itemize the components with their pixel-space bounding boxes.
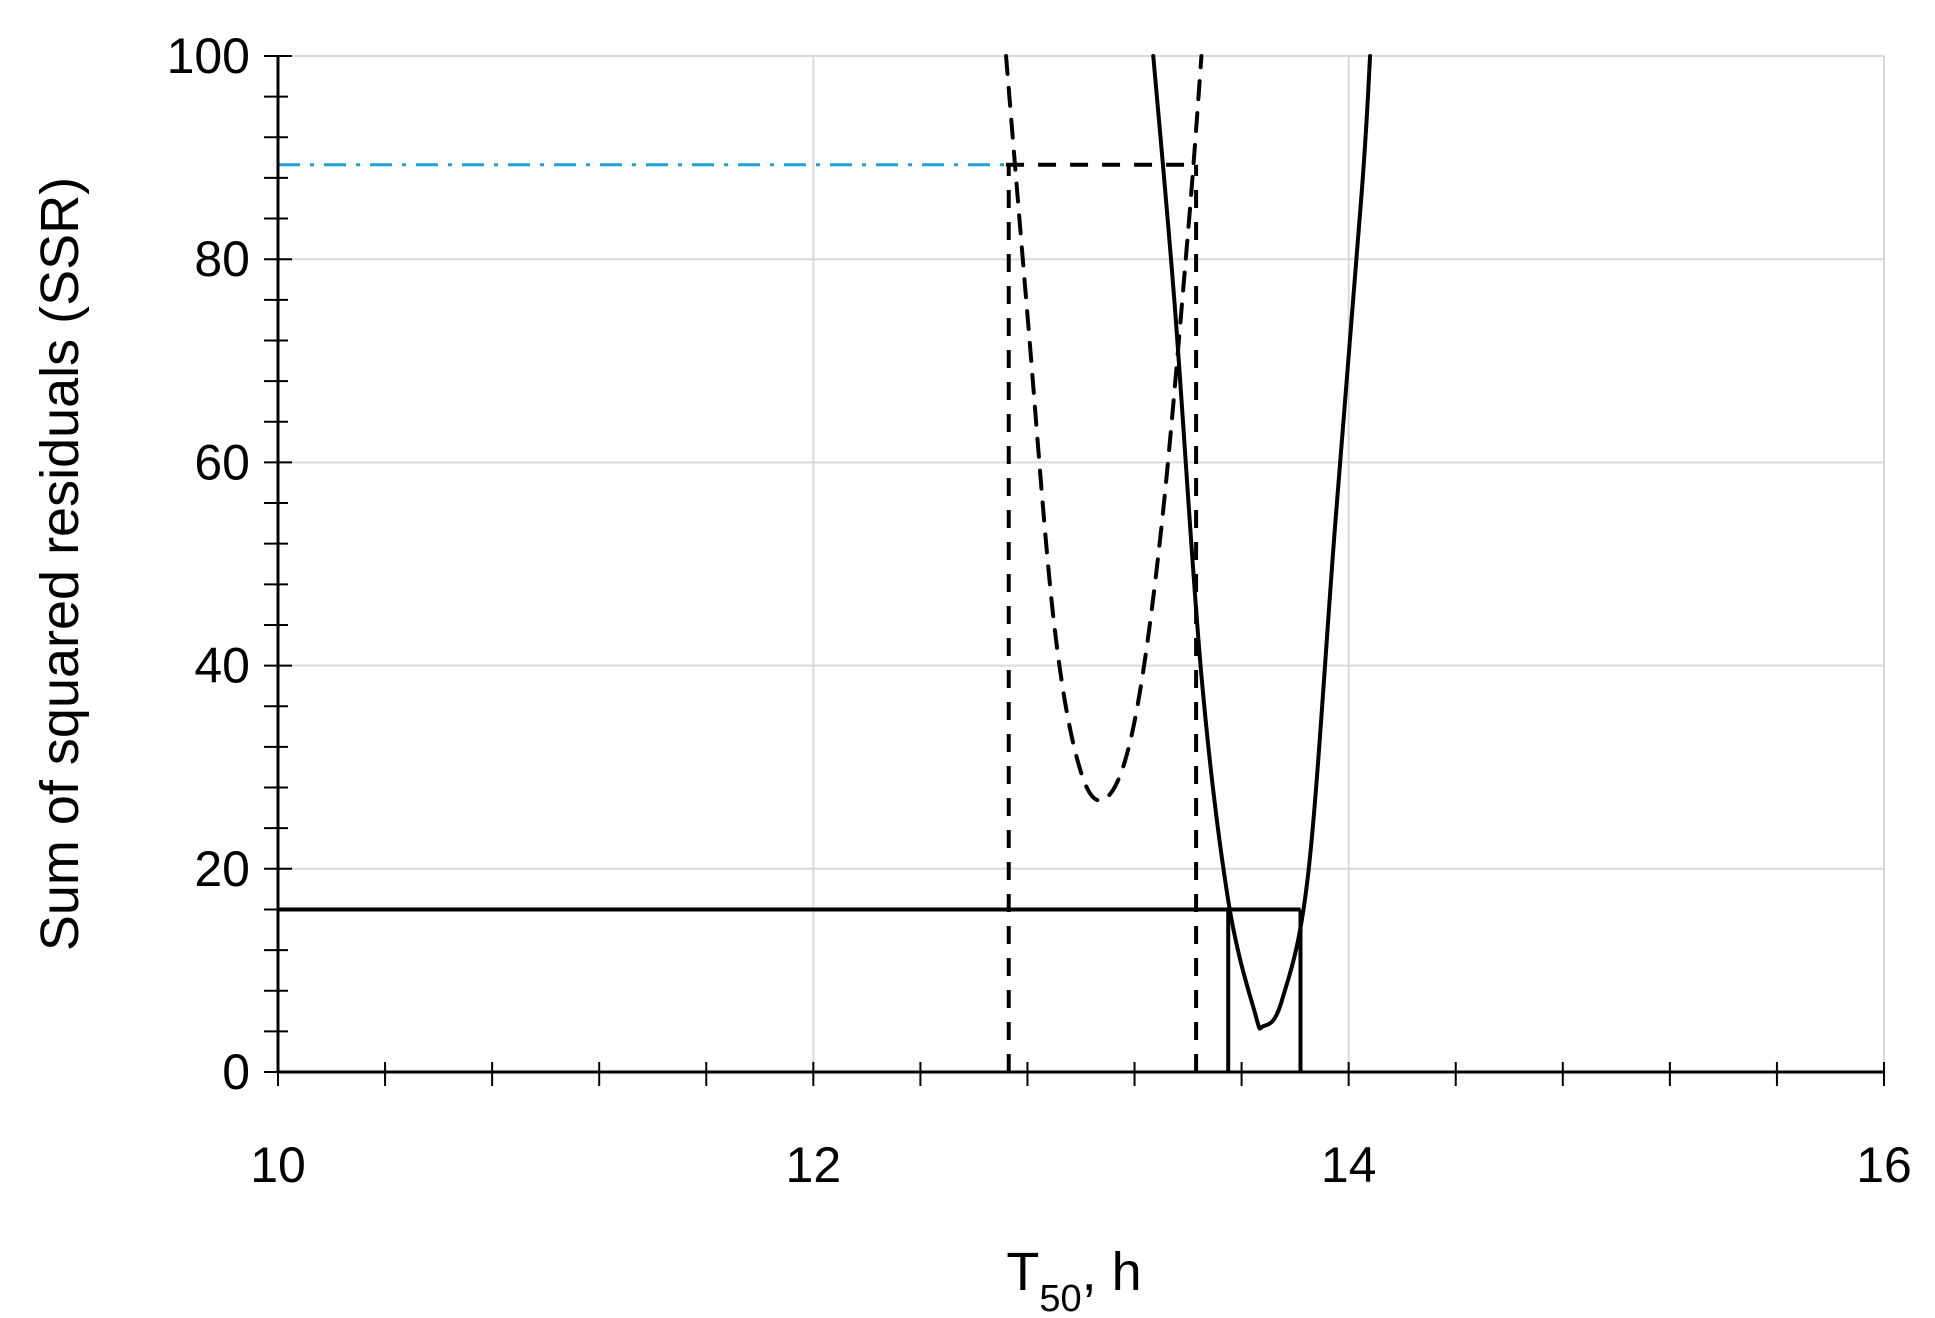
- y-tick-label: 20: [194, 841, 250, 897]
- x-axis-title-subscript: 50: [1039, 1278, 1081, 1313]
- x-tick-label: 16: [1856, 1137, 1912, 1193]
- y-axis-title: Sum of squared residuals (SSR): [30, 177, 90, 951]
- y-tick-label: 80: [194, 231, 250, 287]
- y-tick-label: 100: [167, 28, 250, 84]
- x-axis-title: T50, h: [1006, 1242, 1141, 1313]
- x-tick-label: 12: [786, 1137, 842, 1193]
- x-tick-label: 14: [1321, 1137, 1377, 1193]
- reference-lines-layer: [278, 162, 1303, 1072]
- axis-layer: 0 20 40 60 80 100 10 12 14 16: [167, 28, 1912, 1193]
- series-layer: [1004, 54, 1373, 1031]
- x-axis-title-suffix: , h: [1082, 1242, 1142, 1302]
- y-tick-label: 60: [194, 434, 250, 490]
- x-axis-title-main: T: [1006, 1242, 1039, 1302]
- grid-layer: [277, 55, 1885, 1073]
- dashed-ssr-curve: [1004, 54, 1204, 803]
- y-tick-label: 0: [222, 1044, 250, 1100]
- x-tick-label: 10: [250, 1137, 306, 1193]
- y-tick-label: 40: [194, 638, 250, 694]
- solid-ssr-curve: [1151, 54, 1373, 1031]
